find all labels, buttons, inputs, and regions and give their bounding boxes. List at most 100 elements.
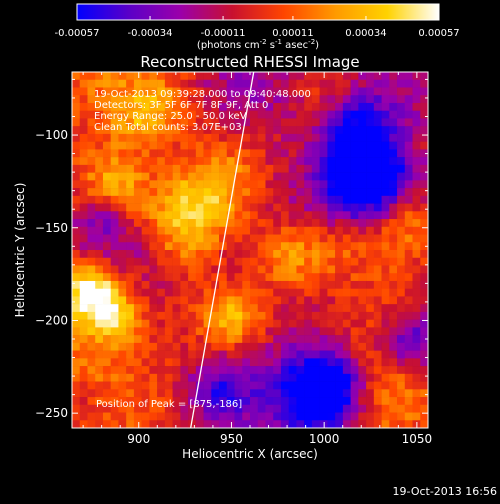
- heatmap-cell: [327, 288, 336, 297]
- heatmap-cell: [110, 211, 119, 220]
- heatmap-cell: [157, 234, 166, 243]
- heatmap-cell: [79, 110, 88, 119]
- heatmap-cell: [404, 87, 413, 96]
- heatmap-cell: [335, 265, 344, 274]
- heatmap-cell: [420, 358, 428, 367]
- heatmap-cell: [350, 389, 359, 398]
- heatmap-cell: [211, 296, 220, 305]
- heatmap-cell: [72, 335, 81, 344]
- heatmap-cell: [79, 381, 88, 390]
- heatmap-cell: [102, 381, 111, 390]
- heatmap-cell: [257, 250, 266, 259]
- heatmap-cell: [141, 273, 150, 282]
- heatmap-cell: [133, 404, 142, 413]
- heatmap-cell: [381, 296, 390, 305]
- heatmap-cell: [72, 350, 81, 359]
- heatmap-cell: [373, 373, 382, 382]
- heatmap-cell: [126, 389, 135, 398]
- heatmap-cell: [280, 373, 289, 382]
- heatmap-cell: [327, 157, 336, 166]
- heatmap-cell: [211, 265, 220, 274]
- heatmap-cell: [203, 242, 212, 251]
- heatmap-cell: [420, 133, 428, 142]
- heatmap-cell: [265, 412, 274, 421]
- heatmap-cell: [188, 304, 197, 313]
- heatmap-cell: [188, 288, 197, 297]
- heatmap-cell: [389, 133, 398, 142]
- heatmap-cell: [102, 102, 111, 111]
- heatmap-cell: [358, 242, 367, 251]
- heatmap-cell: [133, 226, 142, 235]
- heatmap-cell: [257, 95, 266, 104]
- heatmap-cell: [335, 219, 344, 228]
- heatmap-cell: [219, 102, 228, 111]
- heatmap-cell: [118, 412, 127, 421]
- heatmap-cell: [110, 203, 119, 212]
- heatmap-cell: [195, 389, 204, 398]
- heatmap-cell: [350, 149, 359, 158]
- heatmap-cell: [211, 126, 220, 135]
- heatmap-cell: [257, 366, 266, 375]
- heatmap-cell: [296, 265, 305, 274]
- heatmap-cell: [180, 195, 189, 204]
- heatmap-cell: [87, 373, 96, 382]
- heatmap-cell: [250, 133, 259, 142]
- heatmap-cell: [102, 157, 111, 166]
- heatmap-cell: [265, 133, 274, 142]
- heatmap-cell: [366, 211, 375, 220]
- heatmap-cell: [389, 118, 398, 127]
- heatmap-cell: [110, 412, 119, 421]
- heatmap-cell: [157, 110, 166, 119]
- heatmap-cell: [257, 79, 266, 88]
- heatmap-cell: [397, 242, 406, 251]
- heatmap-cell: [404, 358, 413, 367]
- heatmap-cell: [188, 203, 197, 212]
- heatmap-cell: [366, 412, 375, 421]
- heatmap-cell: [203, 164, 212, 173]
- heatmap-cell: [203, 397, 212, 406]
- heatmap-cell: [404, 164, 413, 173]
- heatmap-cell: [180, 87, 189, 96]
- heatmap-cell: [126, 157, 135, 166]
- heatmap-cell: [133, 327, 142, 336]
- heatmap-cell: [319, 296, 328, 305]
- heatmap-cell: [133, 257, 142, 266]
- heatmap-cell: [250, 172, 259, 181]
- heatmap-cell: [373, 211, 382, 220]
- heatmap-cell: [141, 257, 150, 266]
- heatmap-cell: [110, 219, 119, 228]
- heatmap-cell: [126, 79, 135, 88]
- heatmap-cell: [304, 180, 313, 189]
- heatmap-cell: [420, 412, 428, 421]
- heatmap-cell: [95, 110, 104, 119]
- heatmap-cell: [79, 327, 88, 336]
- heatmap-cell: [164, 149, 173, 158]
- heatmap-cell: [126, 280, 135, 289]
- heatmap-cell: [149, 280, 158, 289]
- heatmap-cell: [203, 250, 212, 259]
- heatmap-cell: [404, 226, 413, 235]
- heatmap-cell: [242, 373, 251, 382]
- heatmap-cell: [381, 358, 390, 367]
- heatmap-cell: [420, 381, 428, 390]
- heatmap-cell: [164, 234, 173, 243]
- heatmap-cell: [404, 110, 413, 119]
- heatmap-cell: [141, 327, 150, 336]
- heatmap-cell: [180, 219, 189, 228]
- heatmap-cell: [219, 141, 228, 150]
- heatmap-cell: [87, 149, 96, 158]
- heatmap-cell: [296, 319, 305, 328]
- heatmap-cell: [203, 95, 212, 104]
- heatmap-cell: [234, 219, 243, 228]
- heatmap-cell: [164, 87, 173, 96]
- heatmap-cell: [133, 288, 142, 297]
- heatmap-cell: [304, 335, 313, 344]
- heatmap-cell: [234, 366, 243, 375]
- heatmap-cell: [219, 397, 228, 406]
- heatmap-cell: [404, 195, 413, 204]
- heatmap-cell: [273, 350, 282, 359]
- heatmap-cell: [373, 412, 382, 421]
- heatmap-cell: [350, 188, 359, 197]
- heatmap-cell: [126, 203, 135, 212]
- heatmap-cell: [95, 257, 104, 266]
